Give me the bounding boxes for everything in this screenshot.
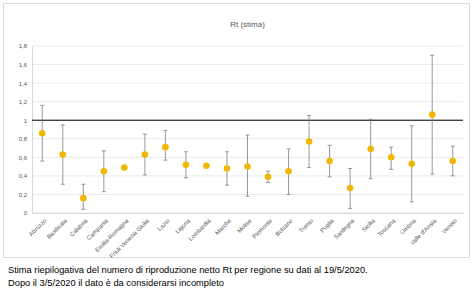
point [285,168,292,175]
x-tick: Abruzzo [28,213,48,237]
x-tick: Trento [298,213,315,234]
point [265,174,272,181]
y-tick-label: 0,8 [19,136,28,142]
x-tick: Basilicata [46,213,69,240]
point [80,195,87,202]
x-tick: Marche [214,213,233,236]
x-tick-label: Veneto [441,217,459,235]
x-tick: Toscana [376,213,397,238]
x-tick: Piemonte [251,213,274,240]
chart-frame [4,4,470,258]
point [183,161,190,168]
x-tick-label: Trento [298,217,315,234]
y-tick: 1,6 [19,62,32,68]
reference-line [32,120,463,121]
point [224,165,231,172]
point [408,161,415,168]
grid-line [32,83,463,84]
x-tick: Valle d'Aosta [409,213,438,246]
x-tick: Calabria [69,213,90,238]
caption-line: Dopo il 3/5/2020 il dato è da considerar… [8,278,224,288]
x-tick-label: Piemonte [251,217,274,240]
y-tick: 0,2 [19,192,32,198]
point [449,158,456,165]
point [326,158,333,165]
point [59,151,66,158]
x-tick: Puglia [319,213,336,234]
plot-marks [32,55,463,209]
grid-line [32,120,463,121]
x-tick-label: Friuli Venezia Giulia [108,217,150,259]
x-tick-label: Marche [214,217,233,236]
grid-line [32,213,463,214]
point [367,146,374,153]
point [39,130,46,137]
x-axis-line [33,213,464,214]
x-tick: Sicilia [361,213,377,233]
y-tick-label: 0,2 [19,192,28,198]
y-tick-label: 1,6 [19,62,28,68]
x-tick-label: Emilia-Romagna [94,217,130,253]
point [429,111,436,118]
point [306,138,313,145]
y-tick: 0,6 [19,155,32,161]
y-axis-line [32,47,33,214]
x-axis: AbruzzoBasilicataCalabriaCampaniaEmilia-… [28,213,464,259]
x-tick: Umbria [399,213,417,235]
y-axis: 0 0,2 0,4 0,6 0,8 1 1,2 1,4 1,6 1,8 [19,43,33,216]
y-tick: 1 [24,118,32,124]
x-tick: Sardegna [333,213,356,240]
point [162,144,169,151]
x-tick: Lazio [156,213,171,232]
y-tick: 1,4 [19,81,32,87]
x-tick-label: Calabria [69,217,90,238]
point [203,162,210,169]
x-tick-label: Sardegna [333,217,356,240]
y-tick: 0,4 [19,173,32,179]
y-tick-label: 0 [24,210,28,216]
x-tick-label: Lazio [156,217,171,232]
point [244,163,251,170]
grid-line [32,101,463,102]
point [101,168,108,175]
chart-title: Rt (stima) [230,20,265,29]
point [121,164,128,171]
x-tick-label: Molise [236,217,253,234]
x-tick: Friuli Venezia Giulia [108,213,150,259]
grid [32,46,463,213]
y-tick: 1,8 [19,43,32,49]
y-tick: 1,2 [19,99,32,105]
grid-line [32,64,463,65]
y-tick-label: 0,4 [19,173,28,179]
y-tick-label: 1 [24,118,28,124]
x-tick: Liguria [174,213,191,235]
x-tick-label: Sicilia [361,217,377,233]
x-tick: Veneto [441,213,459,235]
x-tick-label: Liguria [174,217,191,234]
x-tick-label: Valle d'Aosta [409,217,438,246]
y-tick: 0 [24,210,32,216]
x-tick-label: Toscana [376,217,397,238]
point [347,185,354,192]
x-tick: Molise [236,213,253,234]
point [142,151,149,158]
chart-root: 0 0,2 0,4 0,6 0,8 1 1,2 1,4 1,6 1,8 AbruzzoBasilic… [0,0,473,306]
y-tick-label: 0,6 [19,155,28,161]
caption: Stima riepilogativa del numero di riprod… [8,265,368,288]
y-tick: 0,8 [19,136,32,142]
point [388,154,395,161]
y-tick-label: 1,8 [19,43,28,49]
x-tick-label: Basilicata [46,217,69,240]
x-tick-label: Lombardia [187,217,212,242]
x-tick-label: Bolzano [274,217,294,237]
x-tick: Bolzano [274,213,294,237]
x-tick-label: Puglia [319,217,336,234]
caption-line: Stima riepilogativa del numero di riprod… [8,265,368,275]
y-tick-label: 1,4 [19,81,28,87]
y-tick-label: 1,2 [19,99,28,105]
x-tick-label: Umbria [399,217,417,235]
x-tick: Lombardia [187,213,212,242]
x-tick-label: Abruzzo [28,217,48,237]
grid-line [32,46,463,47]
